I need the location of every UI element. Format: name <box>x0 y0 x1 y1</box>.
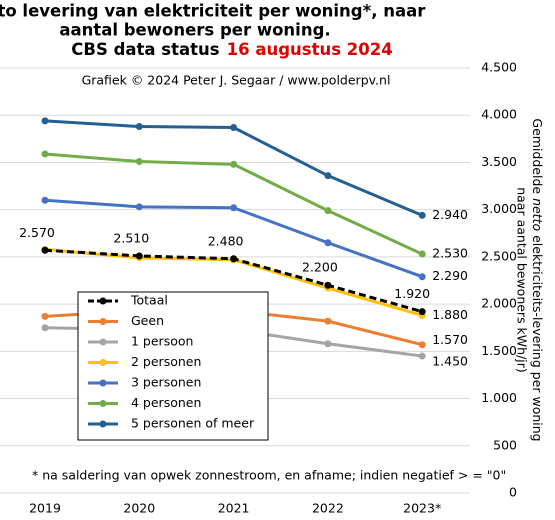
y-axis-label: Gemiddelde netto elektriciteits-levering… <box>531 118 546 441</box>
y-tick-label: 3.000 <box>481 201 517 216</box>
data-point <box>135 203 143 211</box>
data-label: 1.570 <box>432 332 468 347</box>
legend-marker <box>99 338 107 346</box>
x-tick-label: 2023* <box>403 501 441 516</box>
legend-label: 1 persoon <box>131 334 193 349</box>
data-point <box>418 250 426 258</box>
data-label: 1.450 <box>432 354 468 369</box>
data-point <box>324 239 332 247</box>
data-point <box>418 211 426 219</box>
data-point <box>41 312 49 320</box>
data-point <box>41 150 49 158</box>
data-point <box>324 317 332 325</box>
data-label: 2.200 <box>302 260 338 275</box>
data-label: 2.940 <box>432 207 468 222</box>
data-point <box>418 308 426 316</box>
data-point <box>135 158 143 165</box>
chart-title: CBS data status 16 augustus 2024 <box>71 40 392 59</box>
legend-label: Geen <box>131 313 164 328</box>
y-tick-label: 500 <box>493 437 517 452</box>
subtitle: Grafiek © 2024 Peter J. Segaar / www.pol… <box>82 73 391 88</box>
chart-title: aantal bewoners per woning. <box>59 21 330 40</box>
y-axis-label: elektriciteits-levering per woning <box>531 231 546 441</box>
data-point <box>41 324 49 332</box>
footnote: * na saldering van opwek zonnestroom, en… <box>32 468 506 483</box>
y-tick-label: 2.500 <box>481 248 517 263</box>
chart-title: CBS data status <box>71 40 220 59</box>
data-point <box>135 123 143 131</box>
x-tick-label: 2021 <box>218 501 250 516</box>
data-label: 2.510 <box>113 230 149 245</box>
legend-marker <box>99 297 107 305</box>
data-point <box>230 124 238 131</box>
legend-marker <box>99 379 107 387</box>
legend-marker <box>99 359 107 366</box>
data-point <box>324 207 332 215</box>
legend-label: 2 personen <box>131 354 201 369</box>
title-date: 16 augustus 2024 <box>227 40 393 59</box>
data-point <box>418 273 426 281</box>
y-axis-label: naar aantal bewoners kWh/jr) <box>515 187 530 373</box>
data-point <box>230 160 238 168</box>
legend-box <box>77 291 269 441</box>
y-tick-label: 1.500 <box>481 343 517 358</box>
data-label: 1.920 <box>394 286 430 301</box>
data-label: 2.570 <box>19 225 55 240</box>
data-label: 2.290 <box>432 268 468 283</box>
data-point <box>135 252 143 260</box>
y-tick-label: 2.000 <box>481 296 517 311</box>
legend-label: 3 personen <box>131 375 201 390</box>
y-tick-label: 4.000 <box>481 107 517 122</box>
data-point <box>41 246 49 254</box>
data-point <box>230 255 238 263</box>
chart-title: Netto levering van elektriciteit per won… <box>0 2 426 21</box>
data-point <box>41 196 49 204</box>
data-point <box>324 340 332 348</box>
data-point <box>324 172 332 180</box>
y-axis-label: netto <box>531 198 546 231</box>
legend-label: Totaal <box>130 293 168 308</box>
data-label: 1.880 <box>432 307 468 322</box>
x-tick-label: 2019 <box>29 501 61 516</box>
legend: Totaal Geen 1 persoon 2 personen 3 personen 4… <box>77 291 269 441</box>
data-point <box>324 281 332 289</box>
y-tick-label: 0 <box>509 485 517 500</box>
y-tick-label: 4.500 <box>481 60 517 75</box>
data-label: 2.480 <box>208 233 244 248</box>
data-point <box>41 117 49 125</box>
y-tick-label: 3.500 <box>481 154 517 169</box>
x-tick-label: 2020 <box>123 501 155 516</box>
x-tick-label: 2022 <box>312 501 344 516</box>
legend-marker <box>99 318 107 325</box>
y-tick-label: 1.000 <box>481 390 517 405</box>
data-point <box>230 204 238 212</box>
data-point <box>418 341 426 349</box>
legend-marker <box>99 420 107 428</box>
data-point <box>418 352 426 360</box>
legend-marker <box>99 400 107 407</box>
y-axis-label: Gemiddelde <box>531 118 546 198</box>
legend-label: 5 personen of meer <box>131 416 255 431</box>
legend-label: 4 personen <box>131 395 201 410</box>
data-label: 2.530 <box>432 246 468 261</box>
